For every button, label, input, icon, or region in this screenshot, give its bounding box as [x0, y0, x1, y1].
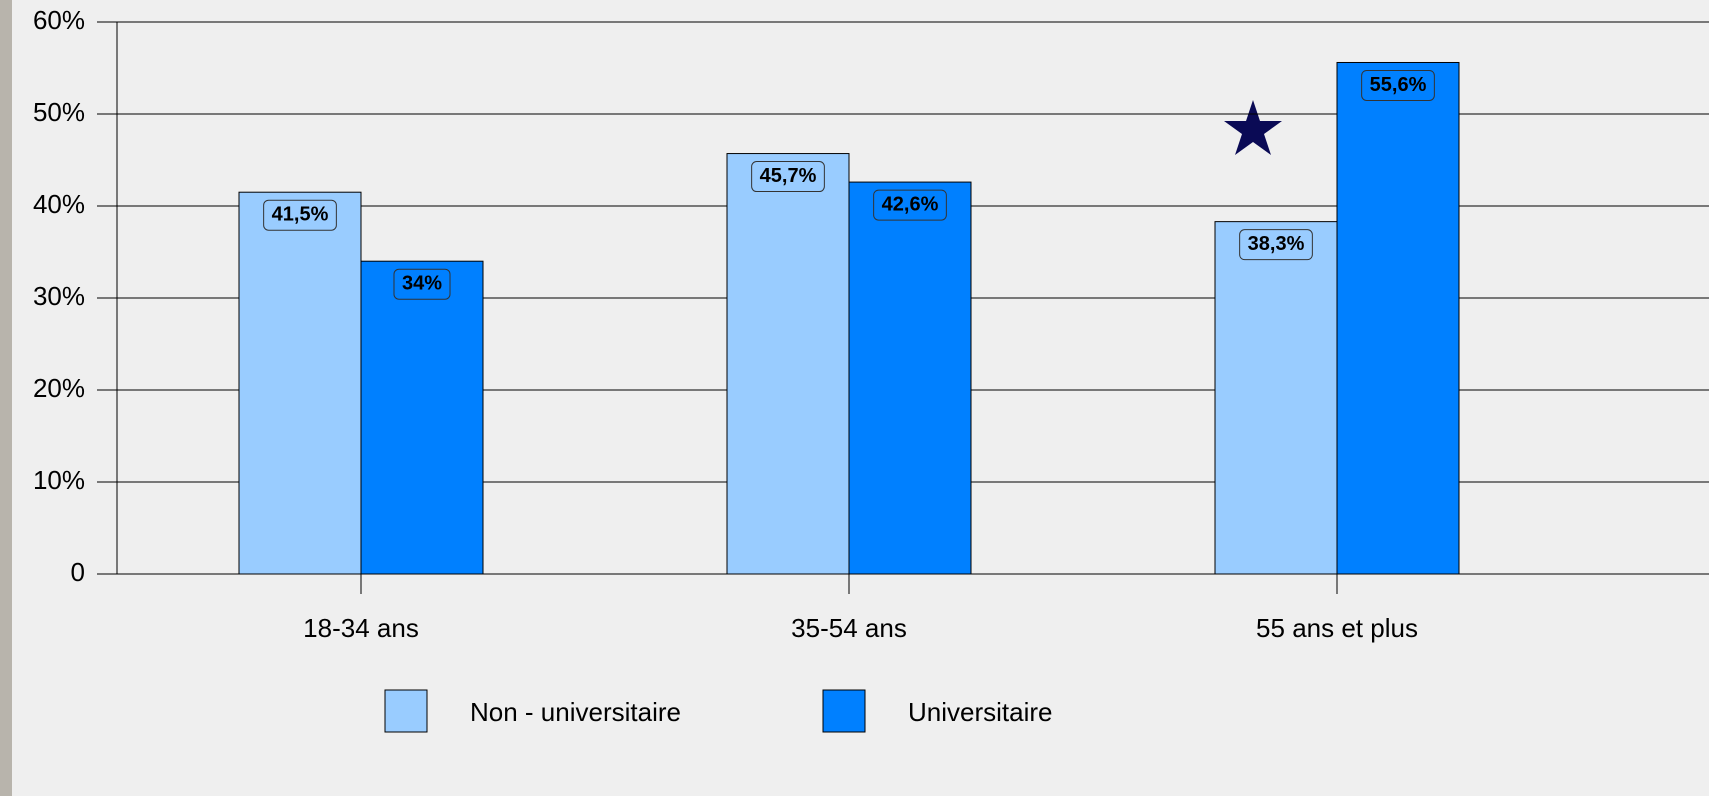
- value-label-box: [263, 199, 337, 231]
- legend-swatch: [384, 689, 428, 733]
- y-tick-label: 50%: [33, 97, 85, 127]
- value-label-box: [393, 268, 451, 300]
- y-tick-label: 20%: [33, 373, 85, 403]
- bar: [1214, 221, 1338, 575]
- value-label: 38,3%: [1248, 233, 1305, 255]
- y-tick-label: 10%: [33, 465, 85, 495]
- bar: [360, 260, 484, 575]
- value-label: 55,6%: [1370, 74, 1427, 96]
- y-tick-label: 60%: [33, 5, 85, 35]
- value-label-box: [873, 189, 947, 221]
- bar: [238, 191, 362, 575]
- bar: [1336, 61, 1460, 575]
- x-tick-label: 18-34 ans: [303, 613, 419, 643]
- labels: 41,5% 45,7% 38,3% 34% 42,6% 55,6% Non - univer…: [263, 69, 1435, 733]
- value-label-box: [751, 161, 825, 193]
- value-label: 34%: [402, 272, 442, 294]
- value-label: 41,5%: [272, 203, 329, 225]
- x-tick-label: 35-54 ans: [791, 613, 907, 643]
- bar: [848, 181, 972, 575]
- legend-swatch: [822, 689, 866, 733]
- y-tick-label: 40%: [33, 189, 85, 219]
- value-label: 42,6%: [882, 193, 939, 215]
- legend-label: Universitaire: [908, 697, 1053, 727]
- left-border: [0, 0, 12, 796]
- star-marker: [1224, 100, 1282, 155]
- y-tick-label: 30%: [33, 281, 85, 311]
- value-label-box: [1239, 229, 1313, 261]
- y-tick-label: 0: [71, 557, 85, 587]
- bars: [238, 61, 1460, 575]
- bar: [726, 153, 850, 575]
- value-label-box: [1361, 69, 1435, 101]
- value-label: 45,7%: [760, 165, 817, 187]
- x-tick-label: 55 ans et plus: [1256, 613, 1418, 643]
- legend-label: Non - universitaire: [470, 697, 681, 727]
